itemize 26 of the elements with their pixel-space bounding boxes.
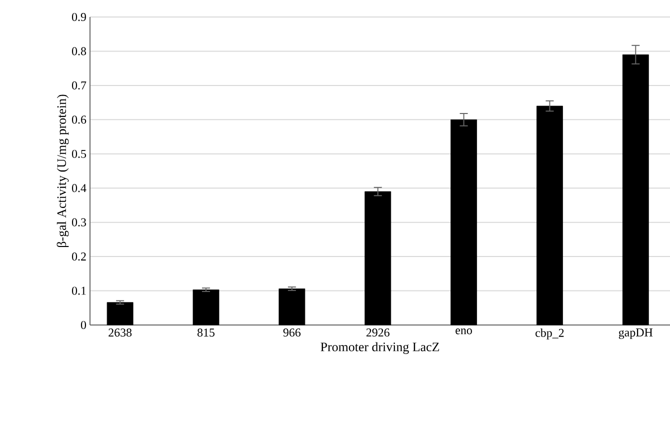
y-tick-label: 0.1 [72, 286, 86, 295]
y-tick-label: 0.4 [72, 184, 86, 192]
bar [536, 106, 563, 326]
x-tick-label: 2926 [366, 328, 390, 337]
y-tick-label: 0.8 [72, 47, 86, 56]
y-tick-label: 0.9 [72, 12, 86, 22]
bar [106, 302, 134, 326]
bar [192, 290, 220, 326]
y-tick-label: 0.3 [72, 218, 86, 226]
y-axis-title: β-gal Activity (U/mg protein) [56, 94, 69, 248]
x-tick-label: gapDH [618, 328, 653, 339]
bar [622, 54, 649, 326]
x-tick-label: 966 [283, 328, 301, 337]
y-tick-label: 0.2 [72, 252, 86, 261]
x-axis-title: Promoter driving LacZ [320, 342, 440, 354]
x-tick-label: eno [456, 328, 472, 334]
x-tick-label: 815 [197, 328, 215, 337]
y-tick-label: 0.7 [72, 81, 86, 90]
bar [278, 288, 306, 326]
x-tick-label: cbp_2 [536, 328, 564, 340]
bar [364, 191, 392, 326]
bar [450, 119, 477, 326]
x-tick-label: 2638 [108, 328, 132, 337]
y-tick-label: 0 [80, 320, 86, 330]
y-tick-label: 0.6 [72, 116, 86, 124]
y-tick-label: 0.5 [72, 150, 86, 158]
